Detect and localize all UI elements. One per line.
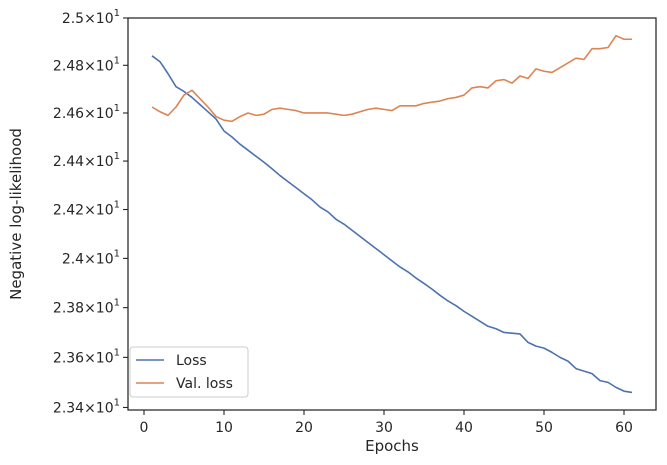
y-tick-label: 2.5×101 <box>62 8 120 27</box>
x-tick-label: 50 <box>535 420 553 436</box>
plot-frame <box>127 17 657 411</box>
x-tick-label: 20 <box>295 420 313 436</box>
y-axis-ticks: 2.34×101 2.36×101 2.38×101 2.4×101 2.42×101 2… <box>53 8 128 416</box>
y-tick-label: 2.46×101 <box>53 103 120 122</box>
legend-label: Loss <box>176 353 207 369</box>
y-tick-label: 2.4×101 <box>62 248 120 267</box>
series-line-loss <box>151 55 633 394</box>
legend-label: Val. loss <box>176 376 233 392</box>
y-tick-label: 2.48×101 <box>53 55 120 74</box>
x-tick-label: 40 <box>455 420 473 436</box>
plot-lines <box>151 34 633 394</box>
y-axis-label: Negative log-likelihood <box>7 128 25 300</box>
x-tick-label: 10 <box>215 420 233 436</box>
x-tick-label: 30 <box>375 420 393 436</box>
y-tick-label: 2.42×101 <box>53 200 120 219</box>
legend: Loss Val. loss <box>129 346 249 398</box>
y-tick-label: 2.44×101 <box>53 151 120 170</box>
y-tick-label: 2.34×101 <box>53 397 120 416</box>
y-tick-label: 2.36×101 <box>53 347 120 366</box>
x-tick-label: 60 <box>615 420 633 436</box>
y-tick-label: 2.38×101 <box>53 298 120 317</box>
series-line-val-loss <box>151 34 632 123</box>
x-axis-label: Epochs <box>365 437 419 455</box>
x-tick-label: 0 <box>140 420 149 436</box>
x-axis-ticks: 0 10 20 30 40 50 60 <box>140 410 633 436</box>
